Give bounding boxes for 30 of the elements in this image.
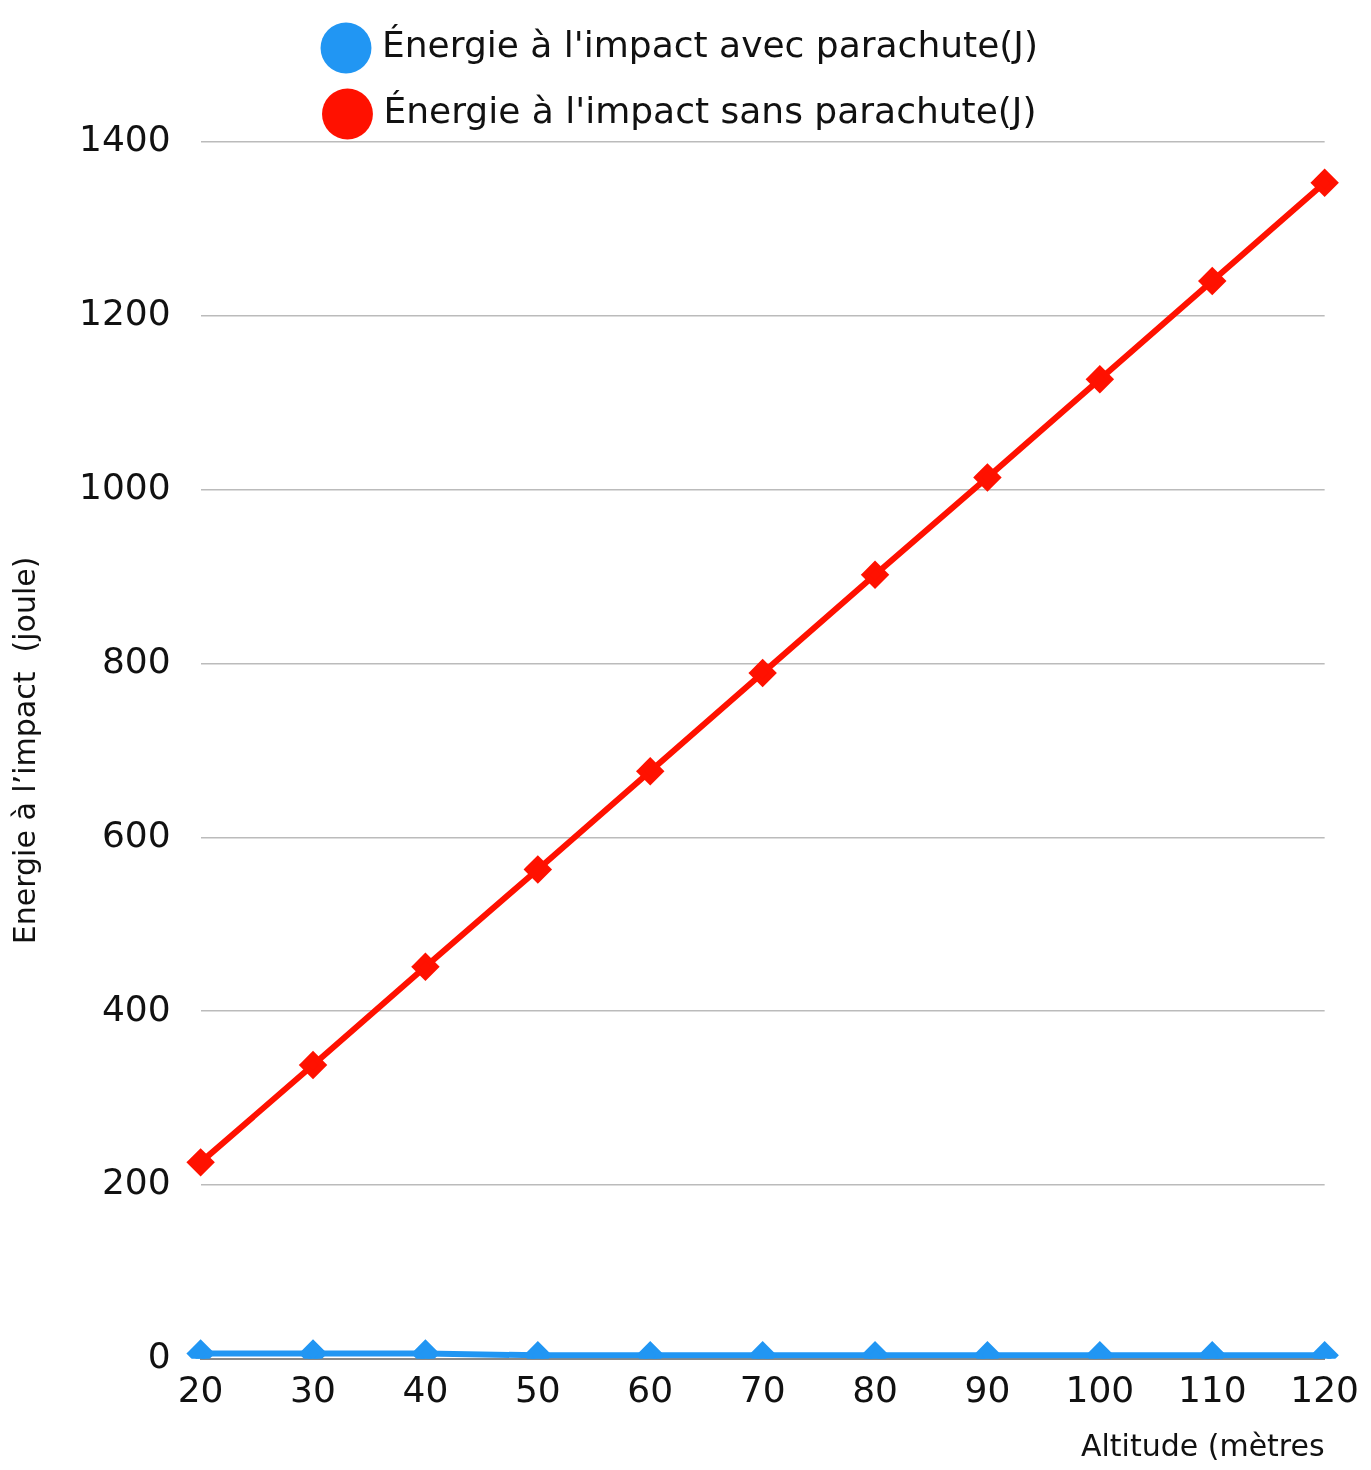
x-tick-label: 60 [627, 1368, 674, 1410]
y-tick-label: 1400 [78, 118, 171, 160]
x-tick-label: 20 [177, 1368, 224, 1410]
y-tick-label: 1200 [78, 292, 171, 334]
point [862, 561, 889, 588]
x-tick-label: 80 [852, 1368, 898, 1410]
legend-label: Énergie à l'impact sans parachute(J) [383, 90, 1037, 132]
point [1086, 366, 1113, 393]
legend-label: Énergie à l'impact avec parachute(J) [382, 24, 1038, 66]
point [637, 758, 664, 785]
x-axis-title: Altitude (mètres [1080, 1427, 1325, 1463]
x-tick-label: 40 [402, 1368, 449, 1410]
y-tick-label: 800 [101, 639, 171, 681]
y-tick-label: 400 [101, 987, 171, 1029]
y-tick-label: 200 [101, 1161, 171, 1203]
x-tick-label: 110 [1177, 1368, 1247, 1410]
x-tick-label: 30 [290, 1368, 336, 1410]
y-tick-label: 0 [147, 1335, 171, 1377]
x-tick-label: 120 [1290, 1368, 1359, 1410]
y-axis-title: Energie à l’impact (joule) [6, 556, 42, 945]
point [1199, 268, 1226, 295]
x-tick-label: 100 [1065, 1368, 1135, 1410]
y-tick-label: 1000 [78, 466, 171, 508]
x-tick-label: 50 [514, 1368, 561, 1410]
point [749, 660, 776, 687]
point [1311, 169, 1338, 196]
x-tick-label: 70 [739, 1368, 786, 1410]
point [974, 464, 1001, 491]
y-tick-label: 600 [101, 813, 171, 855]
x-tick-label: 90 [964, 1368, 1011, 1410]
